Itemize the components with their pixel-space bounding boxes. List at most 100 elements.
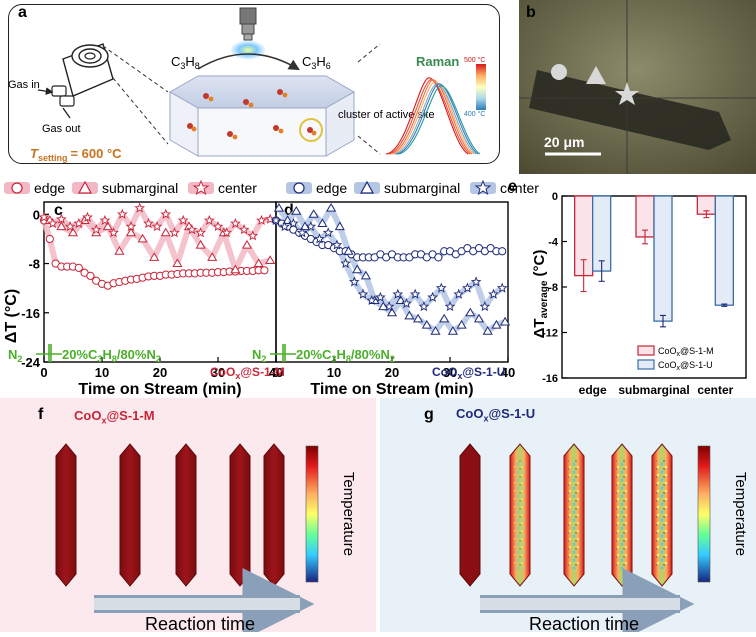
panel-g: Temperature Reaction time <box>380 398 756 637</box>
chart-d-submarginal-point <box>360 270 371 280</box>
chart-c-edge-point <box>260 266 269 275</box>
chart-c-yticks: 0 -8 -16 -24 <box>21 207 49 370</box>
chart-d-center-point <box>296 227 308 238</box>
chart-d-xtick-label: 30 <box>443 365 457 380</box>
panel-g-arrow-label: Reaction time <box>529 614 639 632</box>
gas-out-label: Gas out <box>42 123 81 135</box>
chart-d-submarginal-point <box>308 209 319 218</box>
chart-c-feed-annotation: N2 20%C3H8/80%N2 <box>8 344 161 364</box>
legend-m-center: center <box>218 180 257 196</box>
legend-u-center-marker <box>474 179 492 196</box>
raman-title: Raman <box>416 54 459 69</box>
cd-charts: ΔT (°C) 0 -8 -16 -24 0 10 20 30 40 0 10 20 30 40 Ti… <box>3 201 515 398</box>
chart-c-submarginal-point <box>125 227 137 237</box>
panel-f-crystals <box>55 443 285 587</box>
chart-c-center-point <box>47 217 59 229</box>
chart-d-submarginal-point <box>482 326 493 335</box>
chart-d-center-point <box>488 288 499 299</box>
chart-e-legend-m: CoOx@S-1-M <box>658 346 714 358</box>
chart-d-submarginal-point <box>282 215 293 224</box>
chart-c-center-point <box>247 230 259 241</box>
chart-d-center-point <box>375 291 386 302</box>
chart-c-center-point <box>116 208 128 219</box>
crystal-g-5 <box>651 443 673 587</box>
chart-d-center-point <box>418 300 430 312</box>
chart-c-xtick-label: 0 <box>40 365 47 380</box>
crystal-f-5 <box>263 443 285 587</box>
chart-d-submarginal-point <box>500 316 511 326</box>
panel-f-colorbar-label: Temperature <box>340 472 357 556</box>
crystal-f-2 <box>119 443 141 587</box>
panel-b-micrograph <box>519 0 756 174</box>
chart-d-center-point <box>340 257 351 269</box>
chart-d-submarginal-point <box>465 307 476 317</box>
panel-label-b: b <box>526 4 536 21</box>
chart-d-xtick-label: 10 <box>327 365 341 380</box>
chart-c-ytick-label: 0 <box>33 207 40 222</box>
scale-bar-label: 20 μm <box>544 134 585 150</box>
chart-d-center-point <box>314 233 325 244</box>
chart-c-n2-label: N2 <box>8 347 22 364</box>
chart-c-center-point <box>212 220 224 232</box>
panel-f-graphic: Temperature Reaction time <box>55 443 357 637</box>
chart-c-center-point <box>203 214 215 226</box>
submarginal-marker-icon <box>586 66 606 84</box>
legend-m-edge: edge <box>34 180 65 196</box>
chart-c-series <box>38 202 276 290</box>
raman-colorbar <box>476 64 486 110</box>
chart-d-center-point <box>435 282 447 293</box>
chart-d-submarginal-point <box>439 313 450 323</box>
c3h6-label: C3H6 <box>302 54 331 71</box>
chart-d-submarginal-point <box>456 319 467 329</box>
chart-c-submarginal-point <box>114 246 125 255</box>
chart-d-center-point <box>462 282 473 293</box>
legend-u-edge-marker <box>293 182 305 194</box>
chart-d-submarginal-point <box>352 264 363 274</box>
zeolite-crystal <box>168 75 356 157</box>
chart-e-xticks: edge submarginal center <box>579 383 734 397</box>
chart-e-legend-u: CoOx@S-1-U <box>658 360 713 372</box>
chart-d-center-point <box>383 300 395 312</box>
panel-label-c: c <box>54 202 63 219</box>
chart-c-submarginal-point <box>67 227 79 237</box>
chart-c-center-point <box>125 220 137 232</box>
chart-c-center-point <box>38 211 50 222</box>
chart-d-center-point <box>401 297 412 309</box>
cd-ylabel: ΔT (°C) <box>3 289 20 343</box>
chart-c-ytick-label: -24 <box>21 355 41 370</box>
c3h8-label: C3H8 <box>171 54 200 71</box>
chart-c-xtick-label: 20 <box>153 365 167 380</box>
chart-e-bars <box>574 195 734 328</box>
chart-c-edge-point <box>86 271 95 280</box>
chart-c-submarginal-point <box>172 258 183 268</box>
chart-d-submarginal-point <box>343 246 354 255</box>
chart-d-center-point <box>288 217 299 229</box>
chart-d-submarginal-point <box>273 202 284 212</box>
objective-lens-icon <box>230 7 266 60</box>
panel-g-crystals <box>459 443 673 587</box>
chart-c-xtick-label: 40 <box>269 365 283 380</box>
chart-d-submarginal-point <box>386 307 398 317</box>
chart-c-submarginal-point <box>102 221 113 231</box>
raman-top-label: 500 °C <box>464 56 485 64</box>
gas-in-label: Gas in <box>8 79 40 91</box>
reactor-device <box>37 43 114 119</box>
legend-u-edge: edge <box>316 180 347 196</box>
micrograph-image <box>519 0 756 174</box>
chart-d-center-point <box>409 288 421 299</box>
chart-c-submarginal-point <box>149 252 160 261</box>
chart-d-center-point <box>453 288 465 299</box>
chart-c-center-point <box>256 214 267 226</box>
legend-u-center: center <box>500 180 539 196</box>
chart-e-yticks: 0 -4 -8 -12 -16 <box>542 191 567 385</box>
chart-d-center-band <box>274 218 504 310</box>
edge-marker-icon <box>551 64 567 80</box>
chart-c-submarginal-point <box>253 258 264 268</box>
chart-e-ylabel: ΔTaverage (°C) <box>531 250 550 339</box>
t-setting-label: Tsetting = 600 °C <box>30 146 122 163</box>
panel-label-g: g <box>424 406 434 423</box>
chart-e-xtick-label: center <box>697 383 733 397</box>
crystal-g-2 <box>509 443 531 587</box>
chart-d-center-point <box>392 288 404 299</box>
chart-c-center-point <box>99 214 111 226</box>
